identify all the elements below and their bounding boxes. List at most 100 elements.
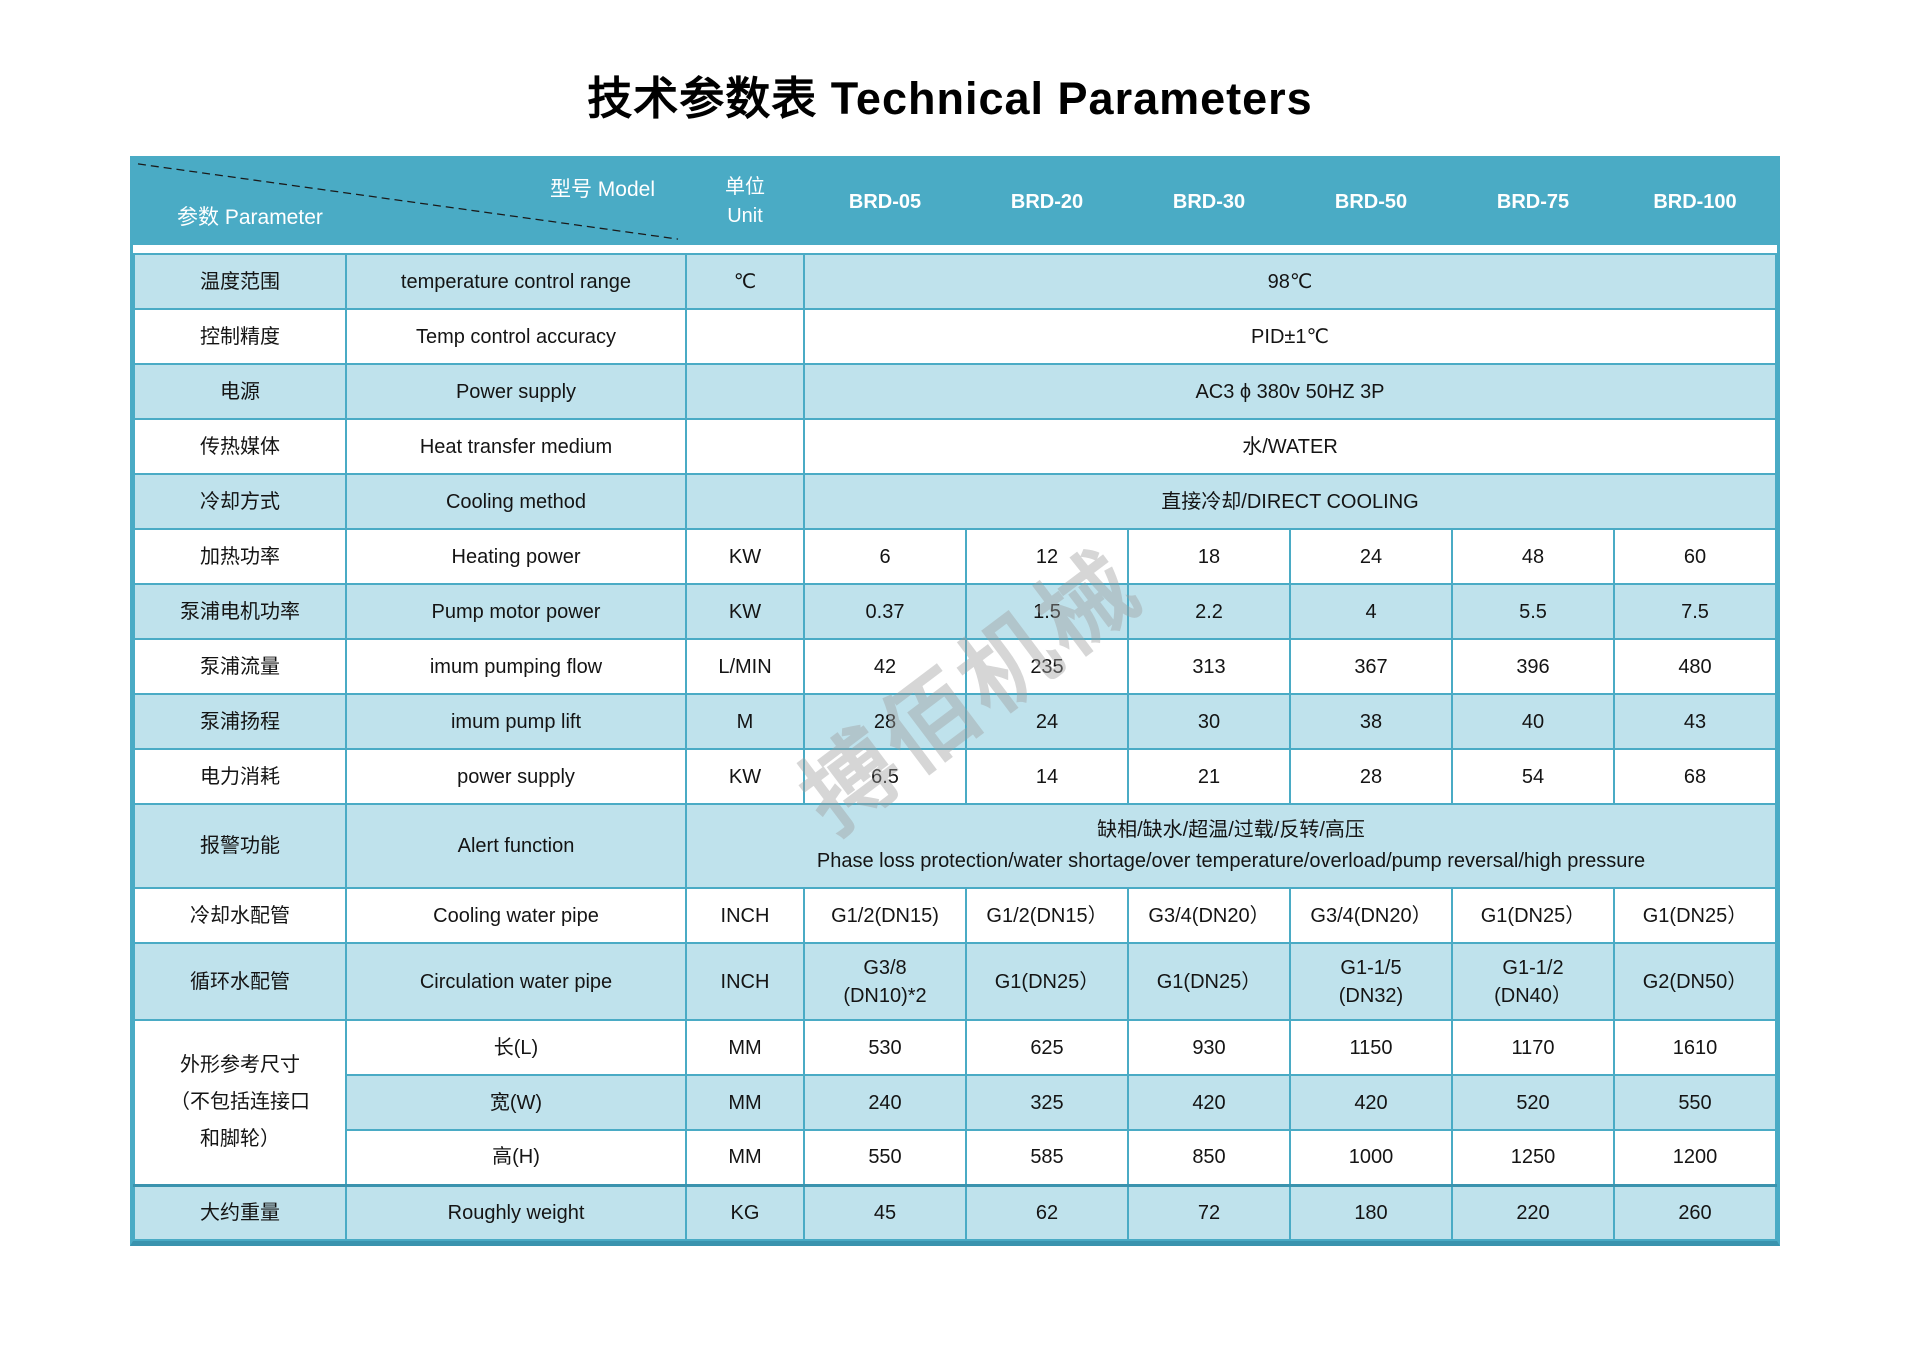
value-cell: G3/4(DN20） (1127, 887, 1291, 944)
cell-text: 1000 (1348, 1146, 1394, 1169)
table-row: 加热功率 Heating power KW 6 12 18 24 48 60 (133, 528, 1777, 585)
table-row: 高(H) MM 550 585 850 1000 1250 1200 (134, 1129, 1777, 1186)
table-row: 冷却方式 Cooling method 直接冷却/DIRECT COOLING (133, 473, 1777, 530)
unit-cell: KW (685, 528, 805, 585)
value-cell: 180 (1289, 1183, 1453, 1241)
param-name-en-cell: Alert function (345, 803, 687, 889)
cell-text: G3/4(DN20） (1148, 904, 1270, 927)
cell-text: 180 (1354, 1201, 1388, 1224)
cell-text: 加热功率 (200, 545, 280, 568)
cell-text: 98℃ (1267, 270, 1313, 293)
unit-label-en: Unit (727, 205, 763, 227)
cell-text: 38 (1359, 710, 1383, 733)
model-column-header: BRD-20 (965, 159, 1129, 245)
cell-text: 4 (1365, 600, 1377, 623)
param-name-en-cell: imum pumping flow (345, 638, 687, 695)
cell-text: 直接冷却/DIRECT COOLING (1161, 490, 1419, 513)
value-cell: 1150 (1289, 1019, 1453, 1076)
cell-text: 循环水配管 (190, 970, 290, 993)
cell-text: Pump motor power (431, 600, 601, 623)
param-name-en-cell: power supply (345, 748, 687, 805)
value-cell: 60 (1613, 528, 1777, 585)
param-name-cn-cell: 电源 (133, 363, 347, 420)
cell-text: 220 (1516, 1201, 1550, 1224)
cell-text: 68 (1683, 765, 1707, 788)
corner-header-cell: 型号 Model 参数 Parameter (133, 159, 687, 245)
cell-text: 585 (1030, 1146, 1064, 1169)
cell-text: 宽(W) (489, 1091, 543, 1114)
param-name-cn-cell: 传热媒体 (133, 418, 347, 475)
value-cell: 24 (1289, 528, 1453, 585)
param-name-cn-cell: 泵浦流量 (133, 638, 347, 695)
unit-cell: ℃ (685, 253, 805, 310)
unit-cell (685, 308, 805, 365)
cell-text: MM (728, 1036, 762, 1059)
value-cell: 550 (1613, 1074, 1777, 1131)
corner-param-label: 参数 Parameter (177, 206, 323, 229)
value-cell: 240 (803, 1074, 967, 1131)
cell-text: G2(DN50） (1642, 970, 1748, 993)
value-cell: 1250 (1451, 1129, 1615, 1186)
cell-text: 24 (1359, 545, 1383, 568)
cell-text: G1/2(DN15） (986, 904, 1108, 927)
table-row: 电力消耗 power supply KW 6.5 14 21 28 54 68 (133, 748, 1777, 805)
model-column-header: BRD-75 (1451, 159, 1615, 245)
value-cell: 1.5 (965, 583, 1129, 640)
param-name-en-cell: Circulation water pipe (345, 942, 687, 1021)
value-cell: G1/2(DN15） (965, 887, 1129, 944)
dim-label-cell: 高(H) (345, 1129, 687, 1186)
cell-text: 泵浦流量 (200, 655, 280, 678)
dim-group-cell: 外形参考尺寸（不包括连接口和脚轮） (133, 1019, 347, 1186)
value-cell: 28 (1289, 748, 1453, 805)
cell-text: KW (728, 545, 762, 568)
cell-text: ℃ (733, 270, 757, 293)
cell-text: 泵浦扬程 (200, 710, 280, 733)
param-name-en-cell: imum pump lift (345, 693, 687, 750)
unit-cell: MM (685, 1129, 805, 1186)
param-name-cn-cell: 电力消耗 (133, 748, 347, 805)
cell-text: 21 (1197, 765, 1221, 788)
unit-cell: KG (685, 1183, 805, 1241)
value-cell: 367 (1289, 638, 1453, 695)
cell-text: 28 (873, 710, 897, 733)
unit-cell: KW (685, 748, 805, 805)
table-row: 泵浦流量 imum pumping flow L/MIN 42 235 313 367 396… (133, 638, 1777, 695)
header-gap-row (134, 244, 1776, 254)
cell-text: 外形参考尺寸（不包括连接口和脚轮） (170, 1053, 310, 1150)
cell-text: imum pumping flow (429, 655, 603, 678)
cell-text: KW (728, 765, 762, 788)
cell-text: 235 (1030, 655, 1064, 678)
table-row: 循环水配管 Circulation water pipe INCH G3/8 (DN10… (133, 942, 1777, 1021)
cell-text: 电力消耗 (200, 765, 280, 788)
table-row: 宽(W) MM 240 325 420 420 520 550 (134, 1074, 1777, 1131)
value-cell: 1170 (1451, 1019, 1615, 1076)
value-cell: 48 (1451, 528, 1615, 585)
cell-text: 420 (1354, 1091, 1388, 1114)
param-name-cn-cell: 冷却水配管 (133, 887, 347, 944)
cell-text: 缺相/缺水/超温/过载/反转/高压 (1097, 819, 1365, 841)
cell-text: 泵浦电机功率 (180, 600, 300, 623)
cell-text: 60 (1683, 545, 1707, 568)
dim-label-cell: 宽(W) (345, 1074, 687, 1131)
cell-text: 电源 (220, 380, 260, 403)
unit-column-header: 单位 Unit (685, 159, 805, 245)
param-name-cn-cell: 循环水配管 (133, 942, 347, 1021)
value-cell: G1-1/2 (DN40） (1451, 942, 1615, 1021)
cell-text: 850 (1192, 1146, 1226, 1169)
cell-text: KG (730, 1201, 760, 1224)
cell-text: Phase loss protection/water shortage/ove… (816, 850, 1646, 872)
value-cell: 42 (803, 638, 967, 695)
value-cell: 1610 (1613, 1019, 1777, 1076)
value-cell: 1000 (1289, 1129, 1453, 1186)
table-row: 冷却水配管 Cooling water pipe INCH G1/2(DN15) G1/… (133, 887, 1777, 944)
unit-cell (685, 363, 805, 420)
value-cell: 0.37 (803, 583, 967, 640)
model-column-header: BRD-100 (1613, 159, 1777, 245)
cell-text: (DN40） (1494, 984, 1572, 1007)
cell-text: 930 (1192, 1036, 1226, 1059)
unit-cell: KW (685, 583, 805, 640)
param-name-en-cell: Cooling water pipe (345, 887, 687, 944)
value-cell: 520 (1451, 1074, 1615, 1131)
value-cell: G3/8 (DN10)*2 (803, 942, 967, 1021)
